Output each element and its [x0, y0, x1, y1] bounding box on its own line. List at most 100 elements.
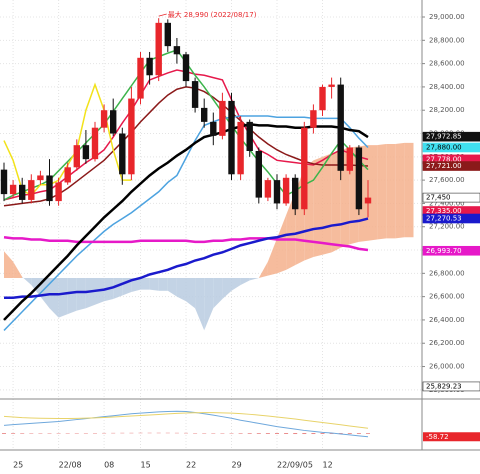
line [3, 410, 369, 438]
candle-body [182, 54, 190, 82]
candle-body [355, 147, 363, 210]
histogram-bar [302, 433, 307, 435]
candle-body [110, 110, 117, 134]
candle-body [73, 145, 80, 168]
cloud [13, 261, 23, 278]
price-label-box [422, 131, 480, 142]
annotation-line [158, 13, 167, 17]
cloud [368, 145, 378, 241]
price-label: 27,880.00 [426, 144, 462, 152]
candle-body [210, 121, 217, 136]
histogram-bar [202, 433, 207, 434]
cloud [286, 191, 296, 270]
candle-body [82, 145, 90, 160]
cloud [322, 153, 332, 255]
candle-body [37, 175, 44, 181]
price-label-box [422, 381, 480, 392]
histogram-bar [320, 433, 325, 434]
histogram-bar [56, 433, 61, 434]
cloud [222, 277, 232, 299]
histogram-bar [366, 433, 370, 434]
candle-body [255, 150, 262, 198]
candle-body [91, 127, 99, 160]
histogram-bar [83, 433, 88, 434]
y-tick-label: 27,400.00 [429, 199, 465, 207]
x-tick-label: 25 [13, 461, 23, 470]
cloud [158, 277, 168, 291]
cloud [377, 144, 387, 240]
candle-body [100, 110, 108, 128]
price-label-box [422, 192, 480, 203]
histogram-bar [211, 433, 216, 434]
indicator-label-box [423, 432, 480, 442]
histogram-bar [11, 433, 16, 434]
price-axis: 25,800.0026,000.0026,200.0026,400.0026,6… [13, 13, 480, 470]
cloud [395, 142, 405, 239]
candle-body [119, 133, 126, 175]
x-tick-label: 22 [186, 461, 196, 470]
candle-body [146, 57, 153, 76]
histogram-bar [20, 433, 25, 434]
cloud [404, 142, 414, 238]
y-tick-label: 27,200.00 [429, 223, 465, 231]
histogram-bar [29, 433, 34, 434]
candle-body [164, 22, 171, 47]
y-tick-label: 26,000.00 [429, 363, 465, 371]
cloud [4, 251, 14, 278]
price-label: 26,993.70 [426, 247, 462, 255]
y-tick-label: 28,200.00 [429, 106, 465, 114]
price-label-box [422, 213, 480, 224]
price-label: 27,270.53 [426, 215, 462, 223]
line [3, 115, 369, 331]
y-tick-label: 28,400.00 [429, 83, 465, 91]
x-tick-label: 12 [323, 461, 333, 470]
y-tick-label: 27,600.00 [429, 176, 465, 184]
cloud [76, 277, 86, 311]
histogram-bar [293, 433, 298, 435]
cloud [176, 277, 186, 302]
candle-body [328, 84, 335, 87]
histogram-bar [174, 432, 179, 434]
histogram-bar [229, 433, 234, 434]
histogram-bar [38, 433, 43, 434]
cloud [386, 144, 396, 239]
histogram-bar [129, 432, 134, 434]
cloud [49, 277, 59, 318]
histogram-bar [156, 432, 161, 434]
candle-body [219, 100, 226, 136]
candle-body [364, 197, 372, 204]
x-tick-label: 08 [104, 461, 114, 470]
line [3, 122, 369, 321]
histogram-bar [265, 433, 270, 434]
candle-body [319, 86, 326, 111]
cloud [85, 277, 95, 309]
candle-body [191, 81, 199, 108]
candle-body [128, 98, 135, 175]
candle-body [201, 107, 208, 122]
price-label: 27,972.85 [426, 133, 462, 141]
x-tick-label: 29 [232, 461, 242, 470]
histogram-bar [147, 432, 152, 434]
cloud [204, 277, 214, 331]
cloud [240, 277, 250, 285]
price-label: 27,721.00 [426, 162, 462, 170]
histogram-bar [238, 433, 243, 434]
cloud [186, 277, 196, 309]
candle-body [19, 184, 26, 200]
cloud [58, 277, 68, 318]
histogram-bar [356, 433, 361, 434]
y-tick-label: 26,400.00 [429, 316, 465, 324]
histogram-bar [220, 433, 225, 434]
histogram-bar [347, 433, 352, 434]
cloud [231, 277, 241, 291]
price-label: 27,450 [426, 194, 451, 202]
price-label-box [422, 161, 480, 171]
cloud [67, 277, 77, 315]
indicator-panel [2, 410, 370, 438]
price-label: 27,335.00 [426, 207, 462, 215]
candle-body [28, 180, 35, 200]
cloud [267, 238, 277, 276]
histogram-bar [47, 433, 52, 434]
line [3, 235, 369, 252]
candle-body [228, 100, 235, 175]
